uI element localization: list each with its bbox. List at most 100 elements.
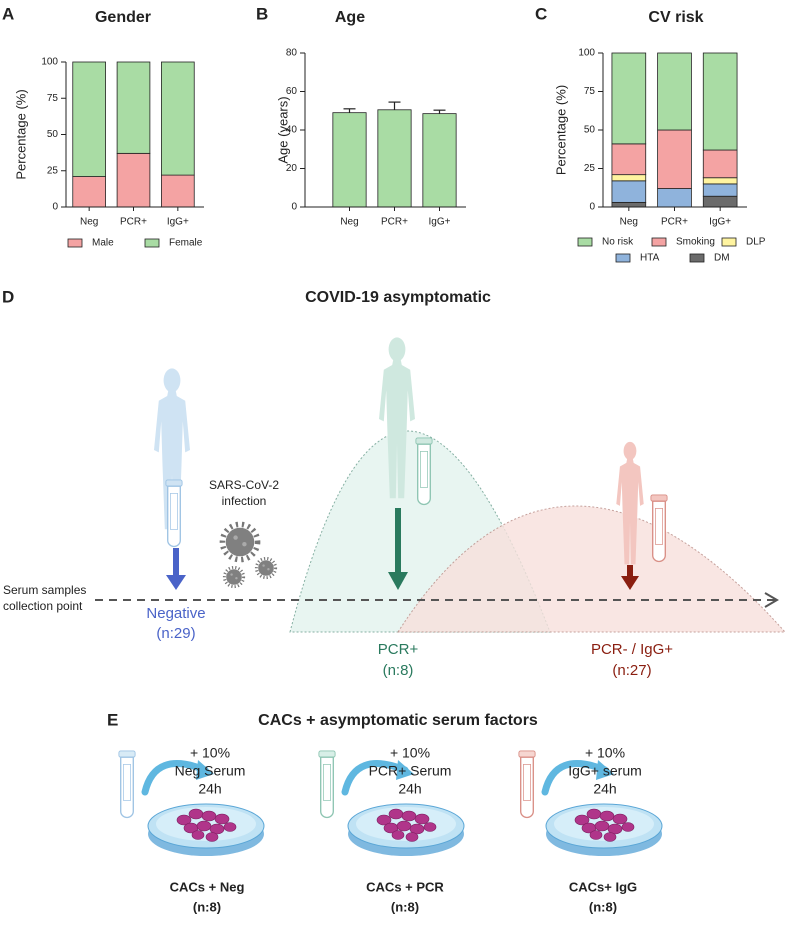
- bar: [332, 112, 367, 208]
- group-n: (n:8): [383, 662, 414, 679]
- y-tick-label: 100: [41, 57, 58, 68]
- bar-segment: [702, 195, 738, 208]
- panel-label: B: [256, 4, 268, 23]
- charts: A Gender Percentage (%) 0 25 50 75 100 Neg PCR+ Ig…: [2, 4, 766, 263]
- y-tick-label: 60: [286, 86, 298, 97]
- group-n: (n:27): [612, 662, 651, 679]
- bar-segment: [611, 180, 647, 203]
- y-tick-label: 0: [589, 202, 595, 213]
- x-tick-label: PCR+: [661, 217, 688, 228]
- conditions: + 10% Neg Serum 24h CACs + Neg (n:8) + 10% PCR…: [170, 745, 642, 915]
- condition-caption: CACs + PCR: [366, 879, 444, 894]
- bar-segment: [657, 188, 692, 208]
- bar-segment: [657, 129, 692, 189]
- legend-label: DLP: [746, 237, 766, 248]
- x-tick-label: IgG+: [709, 217, 731, 228]
- y-tick-label: 50: [47, 129, 59, 140]
- chart: C CV risk Percentage (%) 0 25 50 75 100 Neg PCR+ I…: [535, 4, 766, 263]
- bar-segment: [702, 52, 738, 151]
- y-tick-label: 0: [291, 202, 297, 213]
- treatment-label: IgG+ serum: [568, 763, 642, 779]
- bar-segment: [611, 201, 647, 208]
- group-name: PCR- / IgG+: [591, 641, 673, 658]
- y-tick-label: 80: [286, 48, 298, 59]
- collection-label: Serum samples: [3, 583, 86, 597]
- treatment-label: + 10%: [390, 745, 430, 761]
- infection-label: infection: [222, 494, 267, 508]
- condition-n: (n:8): [391, 899, 419, 914]
- x-tick-label: PCR+: [381, 217, 408, 228]
- group-name: PCR+: [378, 641, 419, 658]
- bar-segment: [72, 61, 106, 177]
- chart-title: Gender: [95, 9, 151, 26]
- y-tick-label: 75: [47, 93, 59, 104]
- y-axis-label: Percentage (%): [553, 85, 568, 175]
- panel-d-graphics: [95, 337, 787, 633]
- x-tick-label: IgG+: [429, 217, 451, 228]
- legend-swatch: [615, 253, 631, 263]
- x-tick-label: Neg: [340, 217, 358, 228]
- treatment-label: Neg Serum: [175, 763, 246, 779]
- y-tick-label: 25: [47, 165, 59, 176]
- bar: [422, 113, 457, 208]
- collection-label: collection point: [3, 599, 83, 613]
- legend-swatch: [67, 238, 83, 248]
- panel-label: C: [535, 4, 547, 23]
- panel-title: COVID-19 asymptomatic: [305, 289, 491, 306]
- legend-label: Smoking: [676, 237, 715, 248]
- bar-segment: [702, 183, 738, 197]
- y-tick-label: 25: [584, 163, 596, 174]
- bar-segment: [116, 152, 151, 208]
- treatment-label: PCR+ Serum: [369, 763, 452, 779]
- legend-swatch: [577, 237, 593, 247]
- bar-segment: [161, 174, 195, 208]
- x-tick-label: IgG+: [167, 217, 189, 228]
- legend-label: HTA: [640, 253, 660, 264]
- y-tick-label: 75: [584, 86, 596, 97]
- bar-segment: [702, 149, 738, 179]
- chart-title: Age: [335, 9, 365, 26]
- group-name: Negative: [146, 605, 205, 622]
- y-tick-label: 100: [578, 48, 595, 59]
- condition-caption: CACs+ IgG: [569, 879, 637, 894]
- legend-swatch: [144, 238, 160, 248]
- x-tick-label: PCR+: [120, 217, 147, 228]
- condition-n: (n:8): [193, 899, 221, 914]
- bar-segment: [611, 52, 647, 145]
- y-tick-label: 0: [52, 202, 58, 213]
- treatment-label: + 10%: [585, 745, 625, 761]
- legend-label: Female: [169, 238, 203, 249]
- condition-n: (n:8): [589, 899, 617, 914]
- condition-caption: CACs + Neg: [170, 879, 245, 894]
- bar-segment: [116, 61, 151, 154]
- treatment-label: 24h: [198, 781, 221, 797]
- bar-segment: [161, 61, 195, 176]
- panel-label: D: [2, 287, 14, 306]
- legend-label: Male: [92, 238, 114, 249]
- infection-label: SARS-CoV-2: [209, 478, 279, 492]
- y-tick-label: 40: [286, 125, 298, 136]
- legend-swatch: [721, 237, 737, 247]
- legend-label: DM: [714, 253, 730, 264]
- treatment-label: 24h: [398, 781, 421, 797]
- y-axis-label: Percentage (%): [13, 89, 28, 179]
- x-tick-label: Neg: [80, 217, 98, 228]
- bar-segment: [611, 143, 647, 176]
- bar-segment: [657, 52, 692, 131]
- bar-segment: [702, 177, 738, 185]
- bar-segment: [72, 176, 106, 208]
- bar: [377, 109, 412, 208]
- chart: B Age Age (years) 0 20 40 60 80 Neg PCR+ IgG+: [256, 4, 466, 228]
- treatment-label: 24h: [593, 781, 616, 797]
- group-n: (n:29): [156, 625, 195, 642]
- legend-swatch: [689, 253, 705, 263]
- legend-swatch: [651, 237, 667, 247]
- legend-label: No risk: [602, 237, 634, 248]
- panel-label: A: [2, 4, 14, 23]
- y-tick-label: 50: [584, 125, 596, 136]
- y-tick-label: 20: [286, 163, 298, 174]
- chart: A Gender Percentage (%) 0 25 50 75 100 Neg PCR+ Ig…: [2, 4, 204, 249]
- y-axis-label: Age (years): [275, 96, 290, 163]
- bar-segment: [611, 174, 647, 182]
